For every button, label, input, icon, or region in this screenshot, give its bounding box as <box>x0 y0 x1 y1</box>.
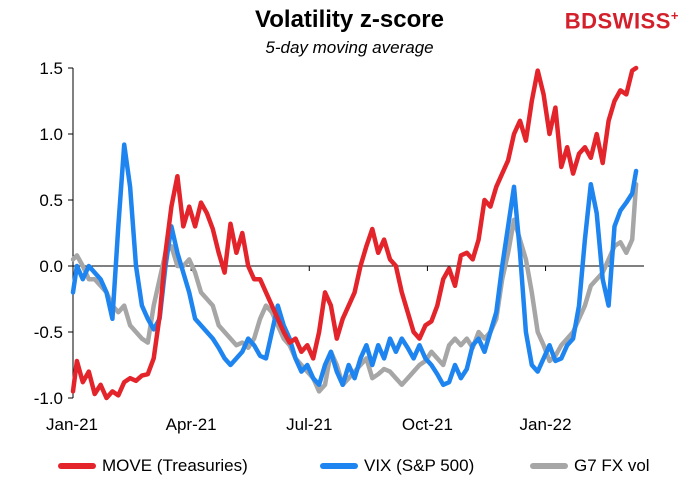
legend-label-g7fx: G7 FX vol <box>574 456 650 475</box>
logo-plus-icon: + <box>670 8 679 23</box>
legend-swatch-vix <box>320 463 358 469</box>
legend-item-move: MOVE (Treasuries) <box>58 456 248 476</box>
brand-logo: BDSWISS+ <box>565 8 679 34</box>
legend-label-vix: VIX (S&P 500) <box>364 456 475 475</box>
legend-swatch-move <box>58 463 96 469</box>
series-line-move <box>70 65 639 401</box>
chart-subtitle: 5-day moving average <box>265 38 434 57</box>
y-tick-label: 0.5 <box>39 191 63 210</box>
logo-text-swiss: SWISS <box>597 8 671 34</box>
y-tick-label: -1.0 <box>34 389 63 408</box>
chart-legend: MOVE (Treasuries) VIX (S&P 500) G7 FX vo… <box>0 448 699 488</box>
legend-item-g7fx: G7 FX vol <box>530 456 650 476</box>
series-line-vix <box>70 142 639 388</box>
series-layer <box>70 65 639 401</box>
y-tick-label: 1.0 <box>39 125 63 144</box>
y-tick-label: 1.5 <box>39 59 63 78</box>
logo-text-bd: BD <box>564 8 598 34</box>
x-tick-label: Jan-22 <box>520 415 572 434</box>
legend-swatch-g7fx <box>530 463 568 469</box>
legend-label-move: MOVE (Treasuries) <box>102 456 248 475</box>
y-tick-label: -0.5 <box>34 323 63 342</box>
chart-title: Volatility z-score <box>255 6 444 33</box>
y-tick-label: 0.0 <box>39 257 63 276</box>
x-tick-label: Jan-21 <box>46 415 98 434</box>
x-tick-label: Oct-21 <box>402 415 453 434</box>
legend-item-vix: VIX (S&P 500) <box>320 456 474 476</box>
x-tick-label: Jul-21 <box>286 415 332 434</box>
x-tick-label: Apr-21 <box>166 415 217 434</box>
